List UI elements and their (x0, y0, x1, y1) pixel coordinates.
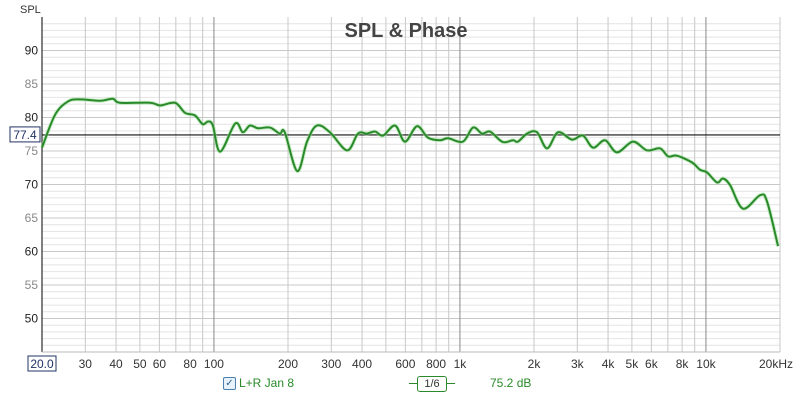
x-tick-label: 400 (352, 357, 372, 371)
smoothing-button[interactable]: 1/6 (409, 376, 455, 392)
x-tick-label: 8k (676, 357, 690, 371)
chart-title: SPL & Phase (344, 20, 467, 42)
y-tick-label: 65 (25, 211, 39, 225)
y-tick-label: 55 (25, 278, 39, 292)
cursor-level-label: 77.4 (13, 128, 37, 142)
x-tick-label: 5k (626, 357, 640, 371)
x-tick-label: 20kHz (759, 357, 793, 371)
y-tick-label: 50 (25, 312, 39, 326)
series-label: L+R Jan 8 (239, 376, 295, 390)
y-tick-label: 75 (25, 144, 39, 158)
x-tick-label: 50 (133, 357, 147, 371)
x-tick-label: 60 (153, 357, 167, 371)
x-tick-label: 80 (183, 357, 197, 371)
y-tick-label: 60 (25, 245, 39, 259)
y-tick-label: 85 (25, 77, 39, 91)
x-cursor-box (27, 355, 57, 372)
series-line (41, 97, 780, 247)
x-tick-label: 200 (278, 357, 298, 371)
x-tick-label: 30 (79, 357, 93, 371)
y-tick-label: 80 (25, 111, 39, 125)
x-tick-label: 6k (645, 357, 659, 371)
x-tick-label: 800 (426, 357, 446, 371)
x-tick-label: 1k (454, 357, 468, 371)
x-tick-label: 10k (696, 357, 716, 371)
x-tick-label: 600 (395, 357, 415, 371)
x-tick-label: 100 (204, 357, 224, 371)
x-tick-label: 20.0 (30, 357, 54, 371)
series-checkbox[interactable]: ✓ (223, 377, 236, 390)
x-tick-label: 2k (528, 357, 542, 371)
y-tick-label: 90 (25, 44, 39, 58)
y-tick-label: 70 (25, 178, 39, 192)
x-tick-label: 3k (571, 357, 585, 371)
x-tick-label: 300 (321, 357, 341, 371)
level-readout: 75.2 dB (490, 376, 532, 390)
x-tick-label: 4k (602, 357, 616, 371)
x-tick-label: 40 (109, 357, 123, 371)
cursor-level-box (9, 126, 41, 143)
y-axis-label: SPL (20, 4, 41, 16)
